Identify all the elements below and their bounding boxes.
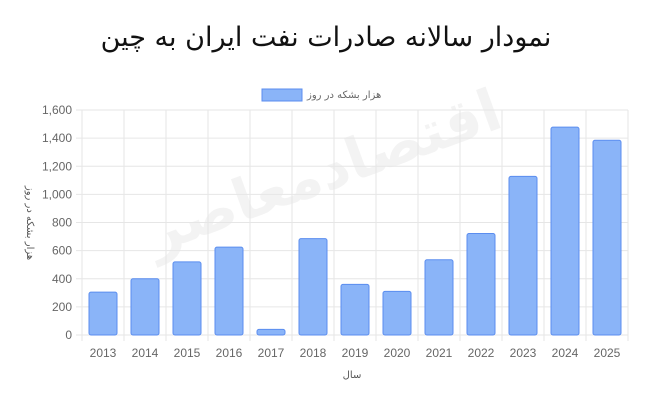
x-tick-label: 2018 [300, 346, 327, 360]
bar [424, 259, 454, 336]
y-tick-label: 0 [65, 328, 72, 342]
x-tick-label: 2019 [342, 346, 369, 360]
x-tick-label: 2022 [468, 346, 495, 360]
bar [592, 139, 622, 336]
y-tick-label: 200 [52, 300, 72, 314]
x-tick-label: 2025 [594, 346, 621, 360]
bar [130, 278, 160, 336]
bar [508, 175, 538, 336]
x-tick-label: 2014 [132, 346, 159, 360]
bar [214, 246, 244, 336]
y-tick-label: 600 [52, 244, 72, 258]
x-tick-label: 2021 [426, 346, 453, 360]
x-tick-label: 2015 [174, 346, 201, 360]
x-tick-label: 2017 [258, 346, 285, 360]
x-tick-label: 2016 [216, 346, 243, 360]
x-tick-label: 2013 [90, 346, 117, 360]
y-tick-label: 1,200 [42, 159, 72, 173]
y-tick-label: 1,600 [42, 103, 72, 117]
x-tick-label: 2023 [510, 346, 537, 360]
bar [172, 261, 202, 336]
grid-lines [76, 109, 629, 341]
x-tick-label: 2020 [384, 346, 411, 360]
y-axis-ticks: 0 200 400 600 800 1,000 1,200 1,400 1,600 [42, 103, 72, 342]
x-axis-ticks: 2013 2014 2015 2016 2017 2018 2019 2020 2021 2022… [90, 346, 621, 360]
x-axis-label: سال [343, 370, 362, 381]
bar [550, 126, 580, 336]
bar [466, 232, 496, 336]
bar [298, 238, 328, 336]
y-axis-label: هزار بشکه در روز [24, 185, 35, 260]
legend-label[interactable]: هزار بشکه در روز [306, 90, 381, 101]
bars [88, 126, 622, 336]
x-tick-label: 2024 [552, 346, 579, 360]
legend-swatch[interactable] [261, 88, 303, 102]
bar [88, 291, 118, 336]
bar [340, 283, 370, 336]
legend[interactable]: هزار بشکه در روز [261, 88, 381, 102]
y-tick-label: 1,400 [42, 131, 72, 145]
y-tick-label: 1,000 [42, 187, 72, 201]
bar [256, 328, 286, 336]
y-tick-label: 400 [52, 272, 72, 286]
y-tick-label: 800 [52, 216, 72, 230]
page-title: نمودار سالانه صادرات نفت ایران به چین [100, 22, 552, 53]
bar [382, 290, 412, 336]
